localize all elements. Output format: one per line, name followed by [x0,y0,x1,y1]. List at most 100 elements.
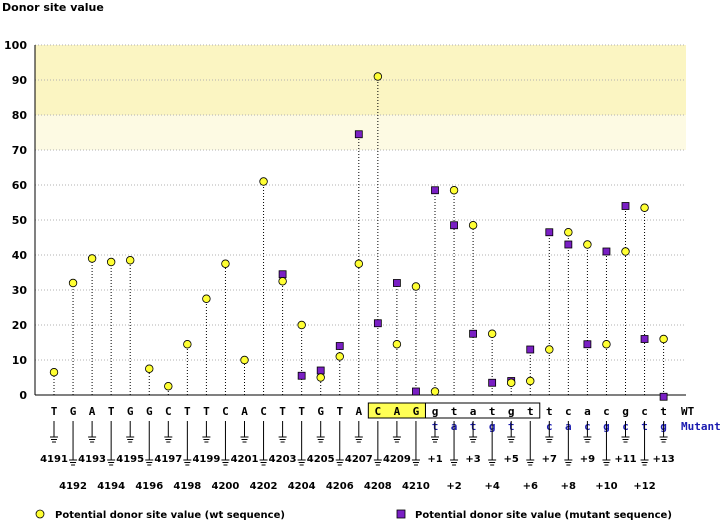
position-label: +9 [580,454,595,465]
y-tick-label: 70 [12,144,28,157]
mutant-point [335,342,344,350]
position-label: +6 [523,481,538,492]
wt-point [545,345,554,354]
wt-sequence-letter: t [489,405,496,418]
wt-point [392,340,402,349]
mutant-point [431,186,439,195]
position-label: +11 [614,454,636,465]
wt-sequence-letter: g [432,405,439,418]
mutant-point [392,279,401,287]
wt-sequence-letter: C [260,405,267,418]
mutant-point [297,371,306,380]
axis-layer: Donor site value 0 10 20 30 40 50 60 70 80 90 100 [2,1,686,402]
wt-point [164,382,173,391]
position-label: +2 [446,481,461,492]
position-label: 4203 [269,454,297,465]
wt-sequence-letter: T [298,405,305,418]
mutant-point [373,319,382,328]
legend-mutant-label: Potential donor site value (mutant seque… [415,510,672,520]
position-label: +3 [465,454,480,465]
wt-point [659,334,668,344]
wt-point [487,329,497,338]
wt-sequence-letter: C [222,405,229,418]
markers-layer [49,72,668,401]
wt-sequence-letter: T [279,405,286,418]
position-label: +4 [484,481,499,492]
wt-sequence-letter: c [641,405,648,418]
mutant-point [412,387,420,396]
wt-point [278,277,287,286]
position-labels-layer: 4191 4192 4193 4194 4195 4196 4197 4198 4199 4200… [40,421,675,492]
position-label: 4205 [307,454,335,465]
y-tick-label: 90 [12,74,28,87]
sequence-layer: TGATGGCTTCACTTGTACAGgtatgttcacgctWTtatgt… [51,402,720,433]
position-label: 4193 [78,454,106,465]
mutant-point [545,228,554,237]
y-tick-label: 30 [12,284,28,297]
wt-sequence-letter: T [108,405,115,418]
stems-layer [53,76,665,395]
wt-sequence-letter: c [565,405,572,418]
wt-sequence-letter: t [546,405,553,418]
mutant-point [488,378,497,387]
mutant-point [621,202,630,210]
wt-point [564,228,573,237]
mutant-point [640,335,649,343]
position-label: 4206 [326,481,354,492]
mutant-point [583,340,592,349]
wt-sequence-letter: G [127,405,134,418]
mutant-point [316,366,325,375]
wt-point [640,203,649,212]
position-label: 4201 [231,454,259,465]
wt-sequence-letter: g [622,405,629,418]
position-label: +13 [652,454,674,465]
grid-layer [35,44,686,361]
y-tick-label: 0 [19,389,27,402]
mutant-point [526,345,535,354]
position-label: 4209 [383,454,411,465]
position-label: 4194 [97,481,125,492]
wt-sequence-letter: G [146,405,153,418]
wt-point [621,247,630,256]
position-label: 4210 [402,481,430,492]
position-label: 4207 [345,454,373,465]
wt-point [259,177,268,186]
wt-sequence-letter: T [203,405,210,418]
mutant-point [659,392,668,401]
wt-point [68,278,78,288]
wt-sequence-letter: a [584,405,591,418]
mutant-row-label: Mutant [681,420,720,433]
position-label: +1 [427,454,442,465]
mutant-point [469,329,478,338]
wt-point [507,378,516,387]
position-label: 4191 [40,454,68,465]
wt-point [373,72,383,81]
wt-sequence-letter: t [451,405,458,418]
y-tick-label: 40 [12,249,28,262]
wt-sequence-letter: A [394,405,401,418]
y-tick-label: 20 [12,319,28,332]
legend-mutant-marker [396,509,406,519]
position-label: +7 [542,454,557,465]
mutant-point [278,270,287,279]
position-label: 4198 [173,481,201,492]
position-label: 4204 [288,481,316,492]
wt-point [430,387,440,396]
wt-sequence-letter: t [660,405,667,418]
wt-sequence-letter: G [70,405,77,418]
wt-sequence-letter: C [165,405,172,418]
wt-point [468,221,478,230]
wt-point [87,254,97,263]
position-label: +8 [561,481,576,492]
position-label: 4196 [135,481,163,492]
position-label: 4195 [116,454,144,465]
wt-sequence-letter: G [413,405,420,418]
wt-sequence-letter: C [375,405,382,418]
wt-sequence-letter: A [241,405,248,418]
wt-point [316,373,325,382]
wt-sequence-letter: T [184,405,191,418]
mutant-point [602,247,611,256]
wt-row-label: WT [681,405,695,418]
wt-sequence-letter: c [603,405,610,418]
